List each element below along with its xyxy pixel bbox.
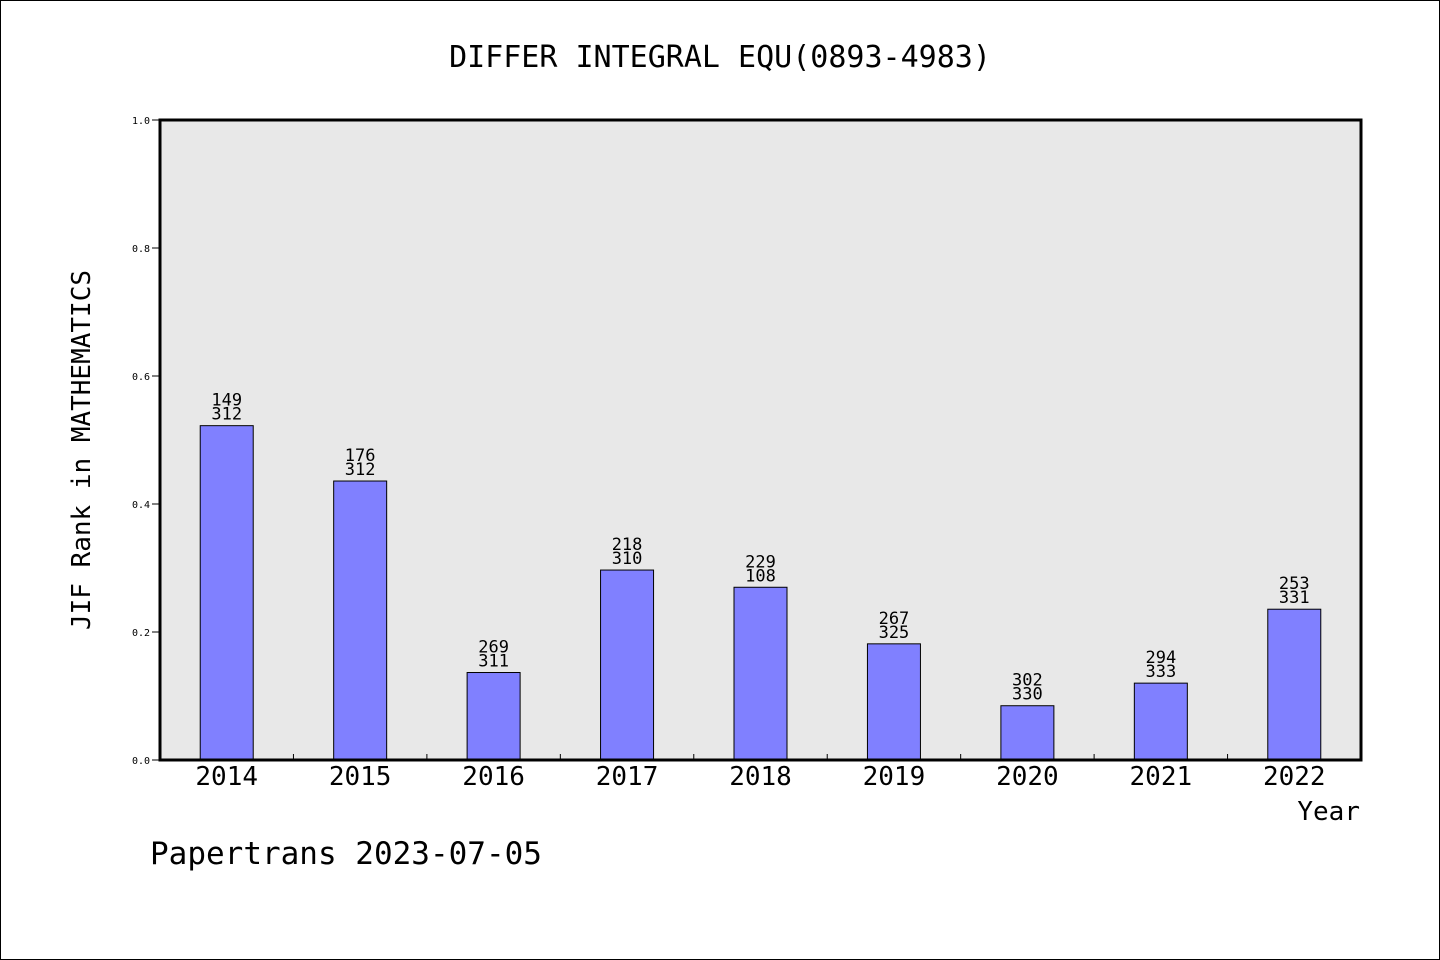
- y-tick-label: 0.0: [132, 756, 150, 767]
- x-tick-label: 2021: [1130, 762, 1193, 792]
- x-tick-label: 2019: [863, 762, 926, 792]
- bar-label-bottom: 312: [345, 460, 376, 480]
- x-axis-label: Year: [1297, 797, 1360, 827]
- bar-label-top: 267: [879, 609, 910, 629]
- bar-2022: [1267, 608, 1322, 761]
- bar-label-bottom: 108: [745, 566, 776, 586]
- bar-label-top: 149: [211, 391, 242, 411]
- bar-label-top: 294: [1145, 648, 1176, 668]
- plot-border: [158, 118, 1363, 762]
- x-axis: 2014 2015 2016 2017 2018 2019 2020 2021 2022: [195, 754, 1326, 792]
- bar-label-bottom: 325: [879, 623, 910, 643]
- bar-2019: [866, 643, 921, 761]
- x-tick-label: 2016: [462, 762, 525, 792]
- bar-label-bottom: 312: [211, 405, 242, 425]
- y-tick-label: 0.4: [132, 500, 150, 511]
- y-tick-label: 0.2: [132, 628, 150, 639]
- y-tick-label: 1.0: [132, 116, 150, 127]
- bar-label-bottom: 333: [1145, 662, 1176, 682]
- bar-label-top: 229: [745, 552, 776, 572]
- bar-label-bottom: 330: [1012, 685, 1043, 705]
- y-tick-label: 0.6: [132, 372, 150, 383]
- y-axis: 0.0 0.2 0.4 0.6 0.8 1.0: [132, 116, 160, 767]
- bar-label-top: 269: [478, 638, 509, 658]
- x-tick-label: 2014: [195, 762, 258, 792]
- bar-2020: [1000, 705, 1055, 761]
- bar-label-bottom: 331: [1279, 588, 1310, 608]
- bar-2017: [600, 569, 655, 761]
- y-tick-label: 0.8: [132, 244, 150, 255]
- bar-2016: [466, 672, 521, 761]
- bar-label-top: 176: [345, 446, 376, 466]
- x-tick-label: 2022: [1263, 762, 1326, 792]
- bar-2021: [1133, 682, 1188, 761]
- x-tick-label: 2017: [596, 762, 659, 792]
- bar-label-bottom: 310: [612, 549, 643, 569]
- bar-label-top: 253: [1279, 574, 1310, 594]
- x-tick-label: 2015: [329, 762, 392, 792]
- y-axis-label: JIF Rank in MATHEMATICS: [67, 270, 97, 630]
- bar-label-top: 218: [612, 535, 643, 555]
- bar-label-top: 302: [1012, 671, 1043, 691]
- bar-2015: [333, 480, 388, 761]
- footer-credit: Papertrans 2023-07-05: [150, 836, 542, 872]
- bar-label-bottom: 311: [478, 652, 509, 672]
- x-tick-label: 2018: [729, 762, 792, 792]
- bar-2014: [199, 425, 254, 761]
- chart-title: DIFFER INTEGRAL EQU(0893-4983): [449, 40, 991, 75]
- bar-2018: [733, 586, 788, 761]
- x-tick-label: 2020: [996, 762, 1059, 792]
